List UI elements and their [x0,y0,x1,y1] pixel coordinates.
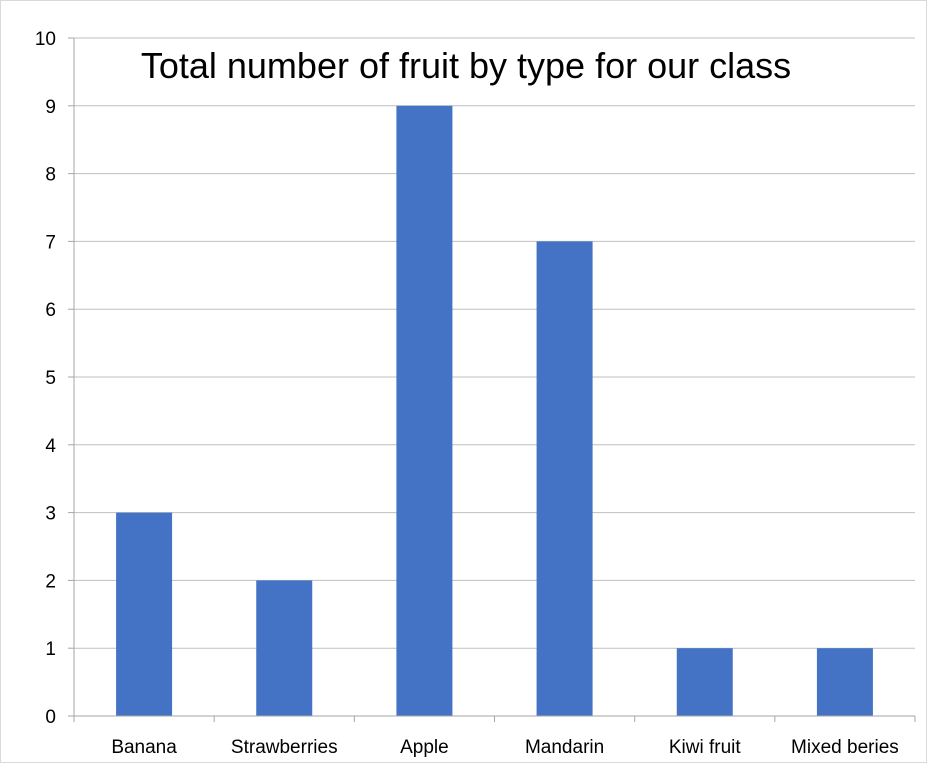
y-tick-label: 6 [45,300,56,321]
y-tick-label: 10 [35,29,56,50]
x-tick-label: Mixed beries [791,737,899,758]
gridlines [74,37,915,649]
bar [816,648,873,716]
x-tick-label: Banana [111,737,177,758]
x-tick-label: Strawberries [231,737,338,758]
bar [116,512,173,716]
bar [396,105,453,717]
x-tick-label: Kiwi fruit [669,737,742,758]
y-tick-label: 8 [45,165,56,186]
x-tick-label: Mandarin [525,737,604,758]
bar [536,241,593,716]
y-tick-label: 7 [45,232,56,253]
bar [256,580,313,716]
y-tick-label: 9 [45,97,56,118]
bars [116,105,873,717]
x-tick-label: Apple [400,737,449,758]
y-tick-label: 5 [45,368,56,389]
chart-title: Total number of fruit by type for our cl… [140,45,792,86]
y-tick-label: 0 [45,707,56,728]
x-tick-labels: Banana Strawberries Apple Mandarin Kiwi frui… [111,737,898,758]
y-tick-label: 2 [45,571,56,592]
y-tick-label: 4 [45,436,56,457]
y-tick-label: 3 [45,504,56,525]
axes [68,37,916,722]
bar [676,648,733,716]
y-tick-label: 1 [45,639,56,660]
y-tick-labels: 0 1 2 3 4 5 6 7 8 9 10 [35,29,57,728]
